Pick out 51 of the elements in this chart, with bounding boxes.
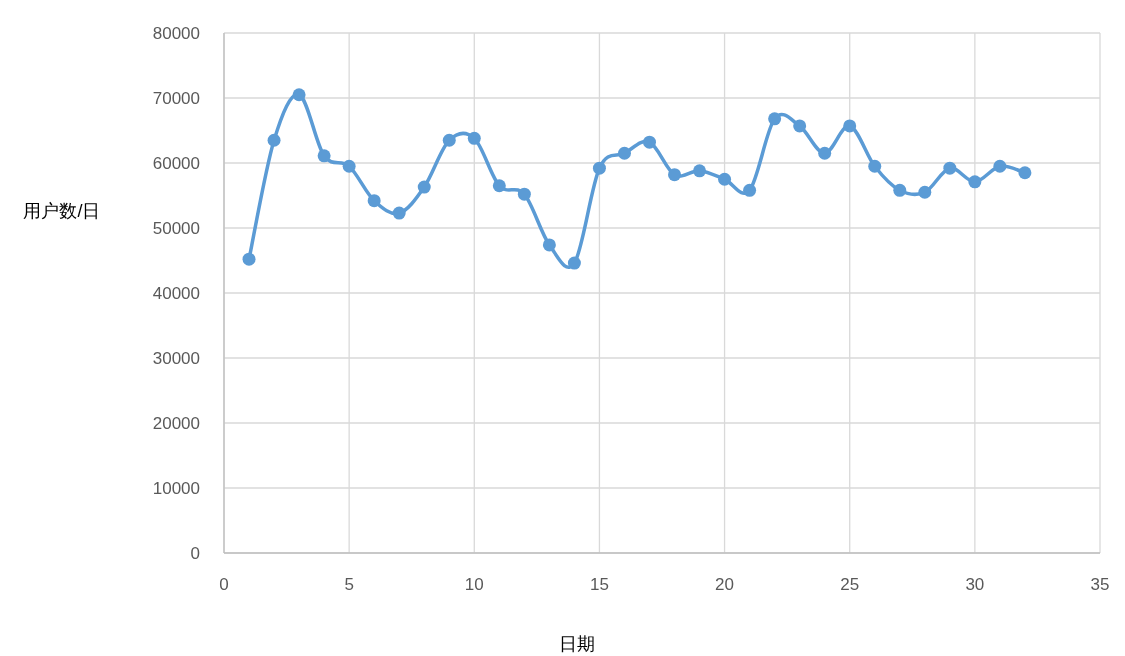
y-axis-title: 用户数/日 [23, 201, 101, 221]
point [517, 187, 531, 201]
x-tick-label: 15 [589, 575, 609, 594]
y-tick-label: 60000 [152, 154, 200, 173]
x-tick-label: 5 [344, 575, 354, 594]
point [818, 146, 832, 160]
point [943, 161, 957, 175]
point [918, 185, 932, 199]
point [442, 133, 456, 147]
point [693, 164, 707, 178]
point [993, 159, 1007, 173]
point [642, 135, 656, 149]
y-tick-label: 50000 [152, 219, 200, 238]
point [492, 179, 506, 193]
point [467, 131, 481, 145]
y-tick-label: 20000 [152, 414, 200, 433]
point [417, 180, 431, 194]
x-tick-label: 35 [1090, 575, 1110, 594]
point [342, 159, 356, 173]
point [1018, 166, 1032, 180]
y-tick-label: 10000 [152, 479, 200, 498]
point [367, 194, 381, 208]
point [242, 252, 256, 266]
point [968, 175, 982, 189]
point [843, 119, 857, 133]
x-tick-label: 25 [840, 575, 860, 594]
point [868, 159, 882, 173]
point [718, 172, 732, 186]
x-tick-label: 0 [219, 575, 229, 594]
y-tick-label: 0 [190, 544, 200, 563]
x-tick-label: 30 [965, 575, 985, 594]
point [592, 161, 606, 175]
y-tick-label: 30000 [152, 349, 200, 368]
point [292, 88, 306, 102]
x-axis-title: 日期 [559, 634, 595, 654]
x-tick-label: 20 [715, 575, 735, 594]
point [317, 149, 331, 163]
point [567, 256, 581, 270]
x-tick-label: 10 [464, 575, 484, 594]
y-tick-label: 40000 [152, 284, 200, 303]
y-tick-label: 70000 [152, 89, 200, 108]
point [743, 183, 757, 197]
y-tick-label: 80000 [152, 24, 200, 43]
point [392, 206, 406, 220]
point [617, 146, 631, 160]
point [768, 112, 782, 126]
point [793, 119, 807, 133]
point [893, 183, 907, 197]
point [542, 238, 556, 252]
point [267, 133, 281, 147]
point [668, 168, 682, 182]
